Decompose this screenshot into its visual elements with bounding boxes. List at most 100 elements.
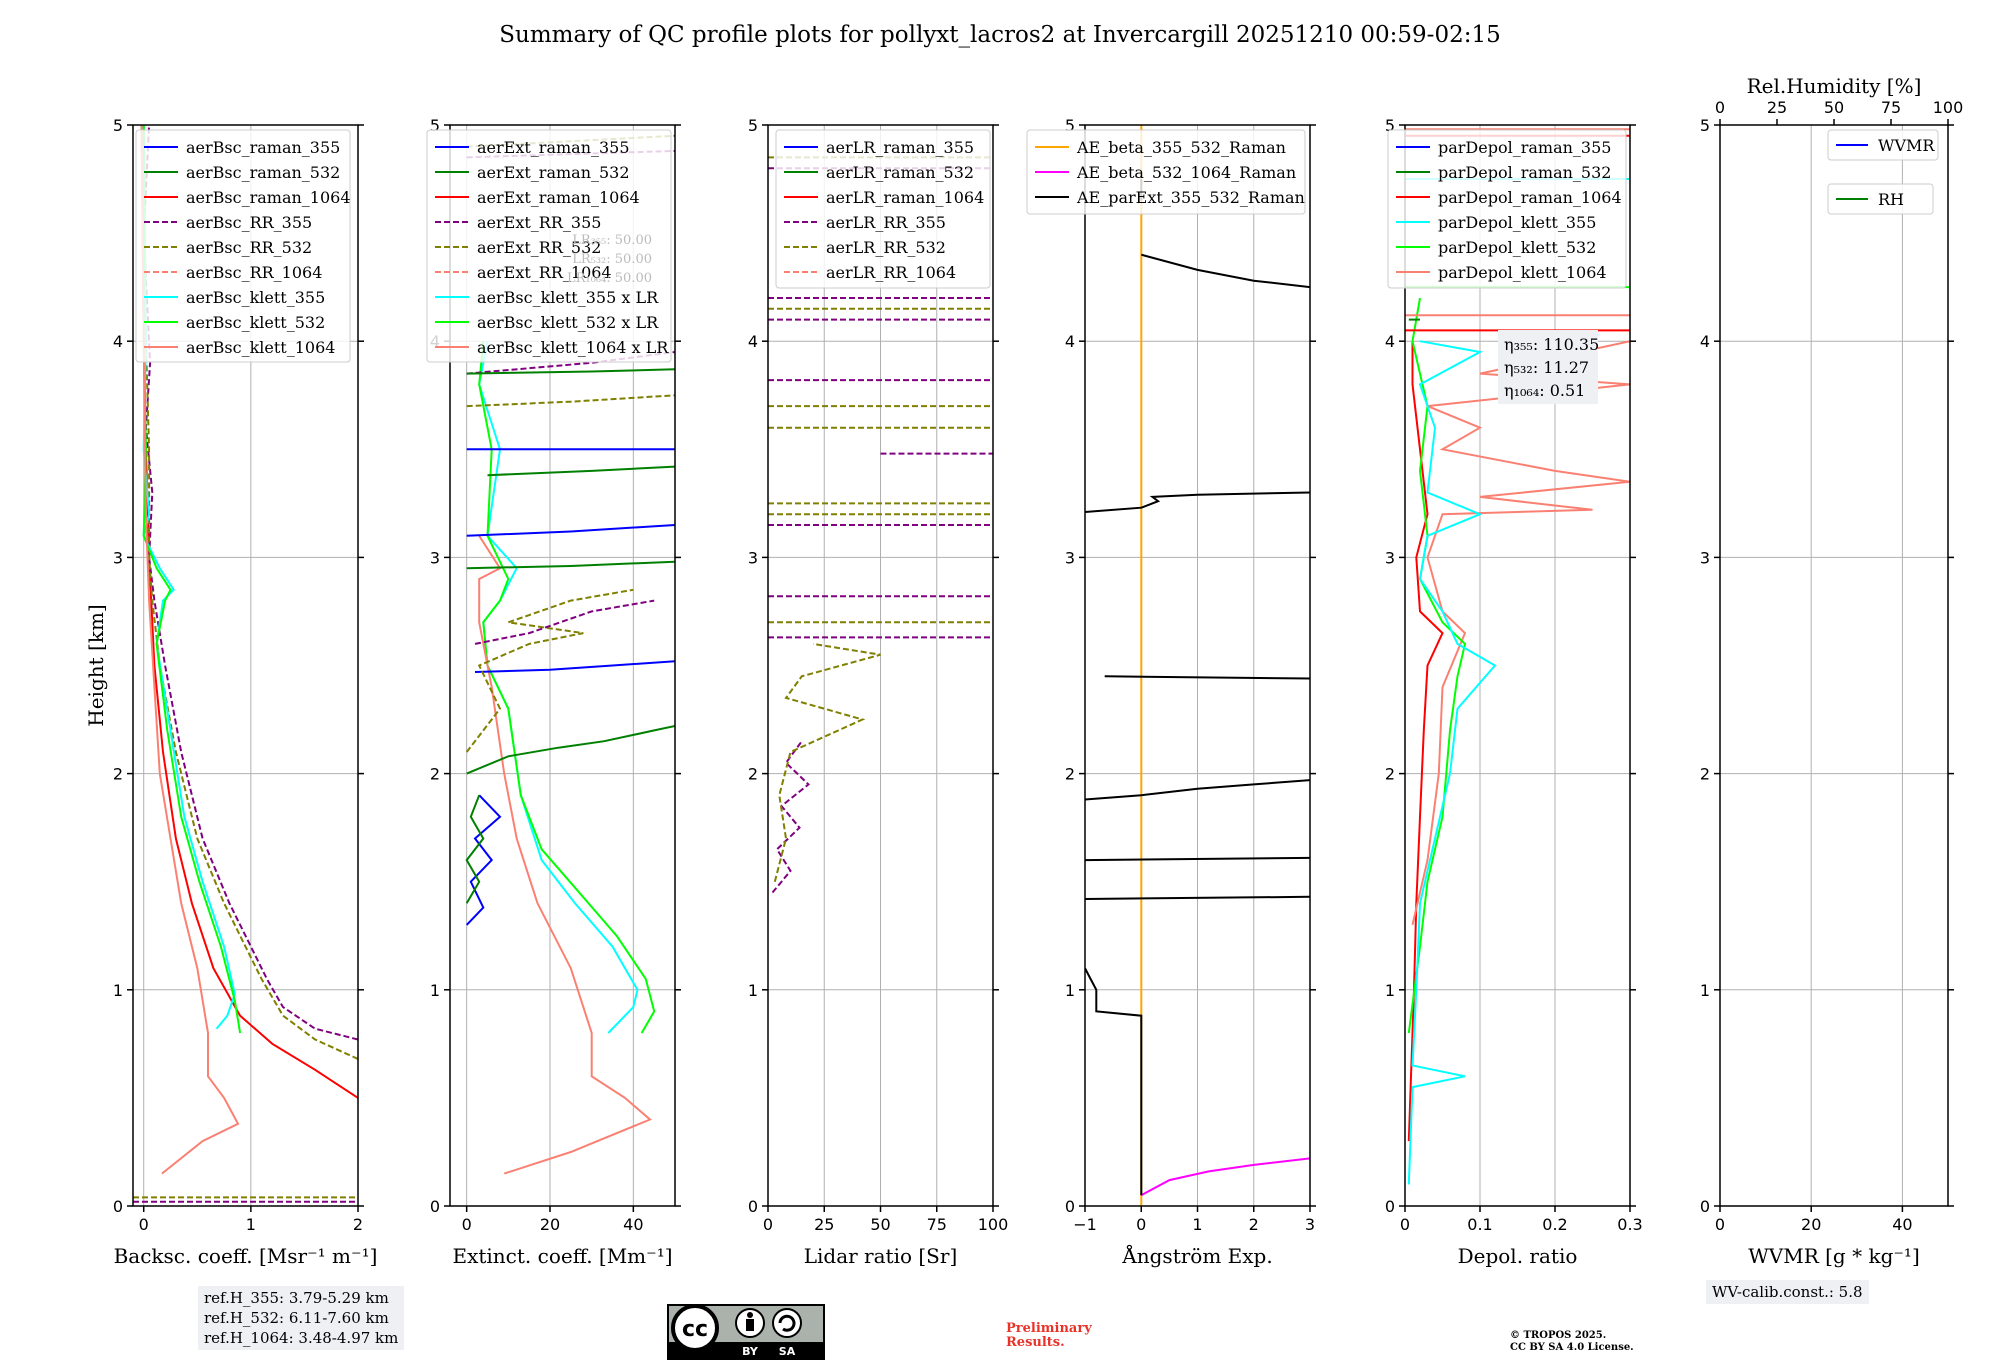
y-tick-label: 4 bbox=[748, 332, 758, 351]
panel-5: 0 0.1 0.2 0.3 0 1 2 3 4 5 Depol. ratio parDepol_ram… bbox=[1385, 116, 1643, 1268]
legend-label: aerBsc_klett_532 x LR bbox=[477, 313, 659, 332]
series-line-aerBsc_klett_532 x LR bbox=[478, 341, 656, 1034]
legend-label: AE_beta_532_1064_Raman bbox=[1076, 163, 1296, 182]
legend-label: aerBsc_klett_355 x LR bbox=[477, 288, 659, 307]
preliminary-note: Preliminary Results. bbox=[1006, 1322, 1092, 1350]
series-line-aerExt_RR_355 bbox=[474, 599, 655, 645]
x-tick-label: 0.1 bbox=[1467, 1215, 1492, 1234]
legend-label: AE_parExt_355_532_Raman bbox=[1076, 188, 1305, 207]
x-tick-label: 2 bbox=[1249, 1215, 1259, 1234]
x-tick-label: 1 bbox=[246, 1215, 256, 1234]
legend-box bbox=[1827, 129, 1939, 161]
y-tick-label: 0 bbox=[430, 1197, 440, 1216]
x-tick-label: 75 bbox=[927, 1215, 947, 1234]
series-line-AE_beta_532_1064_Raman bbox=[1140, 1157, 1310, 1197]
y-tick-label: 5 bbox=[430, 116, 440, 135]
x-tick-label: 0 bbox=[1136, 1215, 1146, 1234]
y-tick-label: 4 bbox=[113, 332, 123, 351]
ref-height-532: ref.H_532: 6.11-7.60 km bbox=[204, 1309, 389, 1327]
copyright-line-2: CC BY SA 4.0 License. bbox=[1510, 1342, 1634, 1353]
top-x-tick-label: 50 bbox=[1824, 98, 1844, 117]
y-tick-label: 4 bbox=[1700, 332, 1710, 351]
panel-3: 0 25 50 75 100 0 1 2 3 4 5 Lidar ratio [Sr] aerLR_ra… bbox=[748, 116, 1008, 1268]
series-line-AE_parExt_1 bbox=[1085, 895, 1310, 900]
y-tick-label: 4 bbox=[1065, 332, 1075, 351]
series-line-aerExt_raman_355_mid bbox=[466, 524, 675, 537]
legend: aerExt_raman_355 aerExt_raman_532 aerExt_r… bbox=[426, 129, 672, 363]
reference-height-box: ref.H_355: 3.79-5.29 km ref.H_532: 6.11-… bbox=[198, 1286, 405, 1350]
legend-label: aerBsc_klett_355 bbox=[186, 288, 325, 307]
y-tick-label: 5 bbox=[1065, 116, 1075, 135]
top-x-tick-label: 0 bbox=[1715, 98, 1725, 117]
x-tick-label: −1 bbox=[1073, 1215, 1097, 1234]
series-line-aerExt_raman_532_mid2 bbox=[487, 465, 675, 477]
lr-annotation: LR₃₅₅: 50.00 bbox=[572, 233, 652, 248]
legend-box bbox=[1827, 183, 1934, 215]
ref-height-1064: ref.H_1064: 3.48-4.97 km bbox=[204, 1329, 399, 1347]
figure-title: Summary of QC profile plots for pollyxt_… bbox=[499, 22, 1501, 48]
y-tick-label: 0 bbox=[1700, 1197, 1710, 1216]
series-line-aerExt_raman_532_top bbox=[466, 368, 675, 375]
series-group bbox=[1085, 125, 1310, 1206]
series-line-AE_parExt_5 bbox=[1085, 491, 1310, 513]
series-line-aerBsc_klett_1064 bbox=[140, 125, 240, 1175]
series-line-aerBsc_RR_355 bbox=[142, 125, 358, 1041]
series-line-aerBsc_klett_355 x LR bbox=[478, 341, 639, 1034]
x-tick-label: 0.3 bbox=[1617, 1215, 1642, 1234]
y-tick-label: 4 bbox=[1385, 332, 1395, 351]
x-tick-label: 50 bbox=[870, 1215, 890, 1234]
legend-label: aerLR_RR_532 bbox=[826, 238, 946, 257]
x-axis-label: Depol. ratio bbox=[1458, 1244, 1578, 1268]
legend-label: aerExt_RR_355 bbox=[477, 213, 601, 232]
x-axis-label: WVMR [g * kg⁻¹] bbox=[1748, 1244, 1920, 1268]
legend-label: aerLR_raman_1064 bbox=[826, 188, 984, 207]
series-line-parDepol_klett_1064 bbox=[1411, 340, 1630, 926]
x-axis-label: Extinct. coeff. [Mm⁻¹] bbox=[452, 1244, 672, 1268]
y-tick-label: 1 bbox=[430, 981, 440, 1000]
x-tick-label: 100 bbox=[978, 1215, 1009, 1234]
series-line-aerExt_raman_532_low bbox=[465, 794, 485, 904]
eta-text: η₅₃₂: 11.27 bbox=[1504, 358, 1589, 377]
y-tick-label: 1 bbox=[1385, 981, 1395, 1000]
legend-box bbox=[775, 129, 991, 289]
legend-label: parDepol_klett_355 bbox=[1438, 213, 1596, 232]
preliminary-line-1: Preliminary bbox=[1006, 1321, 1092, 1336]
x-tick-label: 20 bbox=[540, 1215, 560, 1234]
legend-label: parDepol_raman_1064 bbox=[1438, 188, 1622, 207]
preliminary-line-2: Results. bbox=[1006, 1335, 1065, 1350]
series-line-aerExt_RR_532_mid bbox=[466, 394, 675, 408]
y-tick-label: 2 bbox=[1385, 765, 1395, 784]
legend-label: WVMR bbox=[1878, 136, 1935, 155]
legend: WVMR RH bbox=[1827, 129, 1939, 215]
y-tick-label: 0 bbox=[1385, 1197, 1395, 1216]
x-tick-label: 20 bbox=[1801, 1215, 1821, 1234]
series-line-aerBsc_RR_532 bbox=[142, 125, 358, 1060]
legend-label: aerLR_RR_355 bbox=[826, 213, 946, 232]
legend-label: aerBsc_raman_532 bbox=[186, 163, 340, 182]
series-line-AE_parExt_3 bbox=[1085, 779, 1310, 801]
x-tick-label: 1 bbox=[1192, 1215, 1202, 1234]
x-axis-label: Ångström Exp. bbox=[1121, 1243, 1272, 1268]
y-tick-label: 5 bbox=[1385, 116, 1395, 135]
legend-label: parDepol_raman_355 bbox=[1438, 138, 1611, 157]
y-tick-label: 3 bbox=[1385, 548, 1395, 567]
legend: aerBsc_raman_355 aerBsc_raman_532 aerBsc_r… bbox=[135, 129, 351, 363]
lr-annotation: LR₅₃₂: 50.00 bbox=[572, 252, 652, 267]
cc-by-label: BY bbox=[742, 1345, 759, 1358]
legend-label: aerBsc_klett_532 bbox=[186, 313, 325, 332]
panel-1: 0 1 2 0 1 2 3 4 5 Backsc. coeff. [Msr⁻¹ m⁻¹] Heigh… bbox=[84, 116, 377, 1268]
copyright-line-1: © TROPOS 2025. bbox=[1510, 1330, 1607, 1341]
x-tick-label: 0 bbox=[139, 1215, 149, 1234]
legend-label: parDepol_klett_1064 bbox=[1438, 263, 1607, 282]
y-tick-label: 2 bbox=[748, 765, 758, 784]
wv-calib-box: WV-calib.const.: 5.8 bbox=[1706, 1280, 1869, 1304]
series-line-AE_parExt_low bbox=[1085, 967, 1143, 1196]
ref-height-355: ref.H_355: 3.79-5.29 km bbox=[204, 1289, 389, 1307]
lr-annotation: LR₁₀₆₄: 50.00 bbox=[567, 271, 652, 286]
x-tick-label: 40 bbox=[1892, 1215, 1912, 1234]
eta-box bbox=[1498, 330, 1598, 404]
y-tick-label: 2 bbox=[1700, 765, 1710, 784]
series-line-AE_parExt_2 bbox=[1085, 856, 1310, 862]
legend-label: parDepol_klett_532 bbox=[1438, 238, 1596, 257]
x-tick-label: 0 bbox=[763, 1215, 773, 1234]
